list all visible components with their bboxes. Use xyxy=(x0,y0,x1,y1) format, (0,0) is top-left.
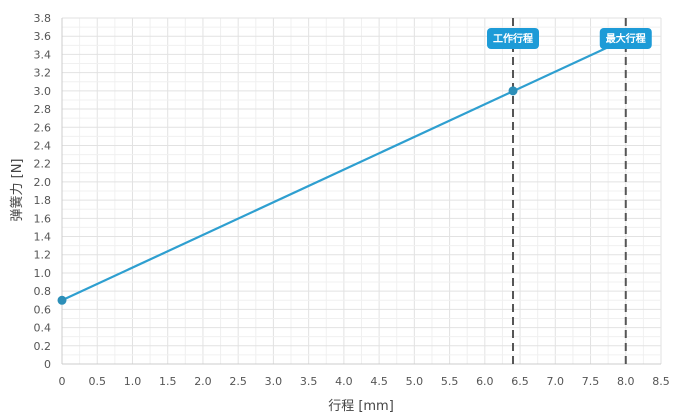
y-tick-label: 2.0 xyxy=(34,176,52,189)
x-tick-label: 7.5 xyxy=(582,375,600,388)
y-tick-label: 0 xyxy=(44,358,51,371)
x-tick-label: 4.5 xyxy=(370,375,388,388)
x-tick-labels: 0 0.5 1.0 1.5 2.0 2.5 3.0 3.5 4.0 4.5 5.0 5.5 6.0 6.5… xyxy=(59,375,670,388)
y-tick-label: 1.8 xyxy=(34,194,52,207)
x-tick-label: 1.5 xyxy=(159,375,177,388)
y-tick-label: 2.4 xyxy=(34,139,52,152)
y-tick-label: 0.2 xyxy=(34,340,52,353)
x-tick-label: 3.0 xyxy=(265,375,283,388)
x-axis-title: 行程 [mm] xyxy=(328,399,394,414)
annotation-lines xyxy=(512,18,627,364)
x-tick-label: 0 xyxy=(59,375,66,388)
x-tick-label: 3.5 xyxy=(300,375,318,388)
x-tick-label: 5.0 xyxy=(406,375,424,388)
y-tick-label: 3.2 xyxy=(34,67,52,80)
y-tick-label: 0.6 xyxy=(34,303,52,316)
x-tick-label: 7.0 xyxy=(547,375,565,388)
x-tick-label: 1.0 xyxy=(124,375,142,388)
y-tick-label: 3.0 xyxy=(34,85,52,98)
x-tick-label: 6.0 xyxy=(476,375,494,388)
y-tick-label: 2.8 xyxy=(34,103,52,116)
y-tick-label: 1.2 xyxy=(34,249,52,262)
annotation-badges: 工作行程 最大行程 xyxy=(487,28,652,49)
x-tick-label: 8.5 xyxy=(652,375,670,388)
data-point xyxy=(57,295,67,305)
y-tick-label: 3.4 xyxy=(34,48,52,61)
annotation-badge xyxy=(487,28,540,49)
y-tick-label: 0.4 xyxy=(34,322,52,335)
y-tick-labels: 0 0.2 0.4 0.6 0.8 1.0 1.2 1.4 1.6 1.8 2.0 2.2 2.4 2.6… xyxy=(34,12,52,371)
x-tick-label: 0.5 xyxy=(88,375,106,388)
y-tick-label: 2.6 xyxy=(34,121,52,134)
x-tick-label: 5.5 xyxy=(441,375,459,388)
x-tick-label: 6.5 xyxy=(511,375,529,388)
y-tick-label: 1.0 xyxy=(34,267,52,280)
x-tick-label: 2.5 xyxy=(229,375,247,388)
y-tick-label: 3.8 xyxy=(34,12,52,25)
series-line xyxy=(61,37,627,302)
x-tick-label: 2.0 xyxy=(194,375,212,388)
y-tick-label: 3.6 xyxy=(34,30,52,43)
y-tick-label: 2.2 xyxy=(34,158,52,171)
y-axis-title: 弹簧力 [N] xyxy=(9,158,25,221)
x-tick-label: 4.0 xyxy=(335,375,353,388)
x-tick-label: 8.0 xyxy=(617,375,635,388)
annotation-label: 最大行程 xyxy=(606,32,646,45)
markers xyxy=(57,86,518,305)
annotation-badge xyxy=(599,28,652,49)
y-tick-label: 1.6 xyxy=(34,212,52,225)
annotation-label: 工作行程 xyxy=(493,32,533,45)
y-tick-label: 0.8 xyxy=(34,285,52,298)
grid xyxy=(61,17,662,365)
series xyxy=(61,37,627,302)
data-point xyxy=(508,86,518,96)
y-tick-label: 1.4 xyxy=(34,231,52,244)
